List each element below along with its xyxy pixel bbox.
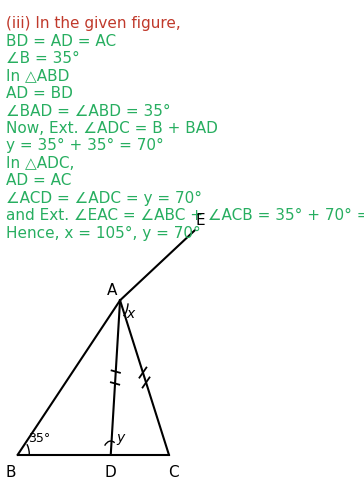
Text: and Ext. ∠EAC = ∠ABC + ∠ACB = 35° + 70° = 105°: and Ext. ∠EAC = ∠ABC + ∠ACB = 35° + 70° … [6, 208, 364, 223]
Text: Hence, x = 105°, y = 70°: Hence, x = 105°, y = 70° [6, 225, 201, 240]
Text: AD = AC: AD = AC [6, 173, 71, 188]
Text: BD = AD = AC: BD = AD = AC [6, 34, 116, 49]
Text: In △ADC,: In △ADC, [6, 156, 74, 171]
Text: (iii) In the given figure,: (iii) In the given figure, [6, 17, 181, 32]
Text: AD = BD: AD = BD [6, 86, 73, 101]
Text: Now, Ext. ∠ADC = B + BAD: Now, Ext. ∠ADC = B + BAD [6, 121, 218, 136]
Text: ∠ACD = ∠ADC = y = 70°: ∠ACD = ∠ADC = y = 70° [6, 191, 202, 206]
Text: ∠B = 35°: ∠B = 35° [6, 51, 80, 66]
Text: In △ABD: In △ABD [6, 69, 70, 84]
Text: E: E [195, 213, 205, 228]
Text: 35°: 35° [28, 432, 50, 445]
Text: x: x [126, 307, 134, 321]
Text: y: y [116, 431, 125, 445]
Text: D: D [105, 465, 116, 480]
Text: C: C [168, 465, 179, 480]
Text: A: A [107, 283, 117, 298]
Text: y = 35° + 35° = 70°: y = 35° + 35° = 70° [6, 138, 164, 153]
Text: ∠BAD = ∠ABD = 35°: ∠BAD = ∠ABD = 35° [6, 104, 171, 119]
Text: B: B [5, 465, 16, 480]
